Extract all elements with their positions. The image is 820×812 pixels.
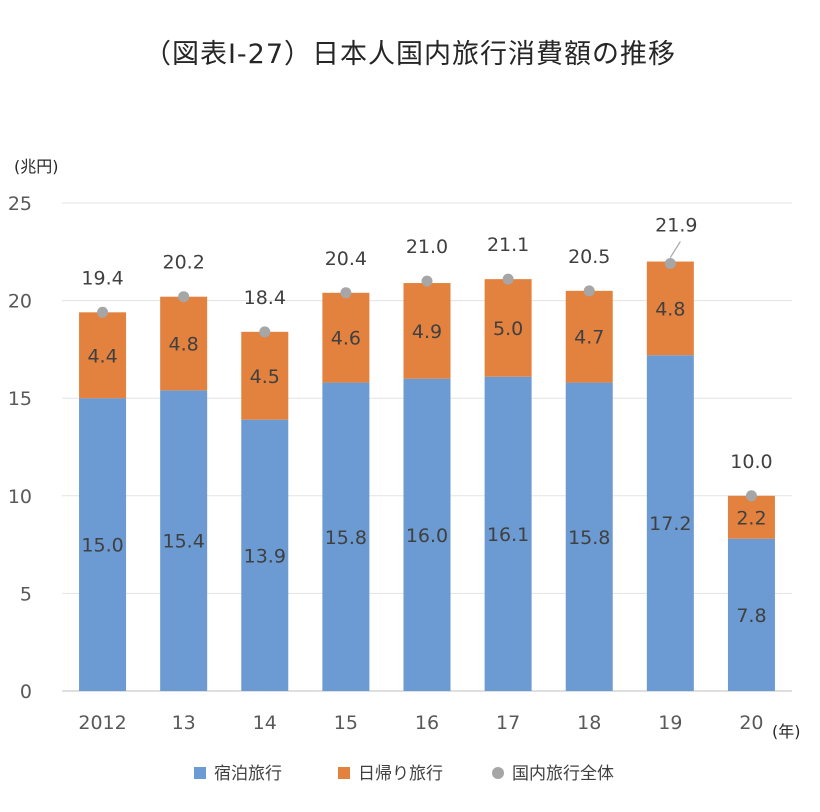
- legend-swatch: [194, 767, 206, 779]
- x-tick-label: 19: [658, 712, 682, 734]
- data-label-daytrip: 4.9: [412, 321, 442, 343]
- data-label-total: 18.4: [244, 287, 286, 309]
- data-label-daytrip: 5.0: [493, 318, 523, 340]
- data-label-stay: 15.8: [568, 527, 610, 549]
- bar-segment-stay: [241, 419, 289, 691]
- data-label-daytrip: 4.5: [250, 366, 280, 388]
- bar-segment-stay: [484, 376, 532, 691]
- total-marker: [745, 490, 757, 502]
- x-tick-label: 15: [334, 712, 358, 734]
- data-label-total: 10.0: [730, 451, 772, 473]
- bar-segment-daytrip: [79, 312, 127, 399]
- x-tick-label: 2012: [78, 712, 126, 734]
- bar-segment-daytrip: [727, 495, 775, 539]
- data-label-stay: 15.8: [325, 527, 367, 549]
- total-marker: [421, 275, 433, 287]
- data-label-stay: 16.0: [406, 525, 448, 547]
- bar-segment-daytrip: [484, 279, 532, 377]
- bar-segment-daytrip: [646, 261, 694, 356]
- total-marker: [583, 285, 595, 297]
- x-tick-label: 16: [415, 712, 439, 734]
- data-label-daytrip: 4.6: [331, 328, 361, 350]
- legend-label: 日帰り旅行: [358, 764, 443, 784]
- data-label-stay: 15.4: [163, 531, 205, 553]
- total-marker: [502, 273, 514, 285]
- total-marker: [340, 287, 352, 299]
- legend-label: 宿泊旅行: [214, 764, 282, 784]
- bar-segment-stay: [646, 355, 694, 691]
- total-marker: [664, 258, 676, 270]
- chart-title: （図表Ⅰ-27）日本人国内旅行消費額の推移: [143, 39, 677, 70]
- data-label-daytrip: 4.7: [574, 327, 604, 349]
- x-tick-label: 13: [172, 712, 196, 734]
- data-label-total: 20.4: [325, 248, 367, 270]
- bar-segment-stay: [322, 382, 370, 691]
- y-tick-label: 20: [8, 291, 32, 313]
- data-label-daytrip: 4.8: [655, 298, 685, 320]
- data-label-total: 21.1: [487, 234, 529, 256]
- bar-segment-stay: [79, 398, 127, 691]
- data-label-stay: 7.8: [736, 605, 766, 627]
- total-marker: [259, 326, 271, 338]
- data-label-daytrip: 4.4: [87, 345, 117, 367]
- bar-segment-daytrip: [565, 290, 613, 383]
- data-label-stay: 16.1: [487, 524, 529, 546]
- data-label-total: 20.5: [568, 246, 610, 268]
- x-axis-unit: (年): [772, 722, 801, 741]
- data-label-stay: 17.2: [649, 513, 691, 535]
- bar-segment-daytrip: [160, 296, 208, 391]
- x-tick-label: 20: [739, 712, 763, 734]
- x-tick-label: 17: [496, 712, 520, 734]
- data-label-total: 21.9: [655, 215, 697, 237]
- bar-segment-stay: [403, 378, 451, 691]
- y-axis-unit: (兆円): [14, 157, 59, 176]
- x-tick-label: 14: [253, 712, 277, 734]
- data-label-stay: 15.0: [81, 535, 123, 557]
- bar-segment-daytrip: [241, 331, 289, 420]
- y-tick-label: 25: [8, 193, 32, 215]
- data-label-daytrip: 4.8: [169, 334, 199, 356]
- legend-swatch: [338, 767, 350, 779]
- data-label-stay: 13.9: [244, 545, 286, 567]
- y-tick-label: 5: [20, 583, 32, 605]
- legend-label: 国内旅行全体: [512, 764, 614, 784]
- bar-segment-stay: [160, 390, 208, 691]
- y-tick-label: 15: [8, 388, 32, 410]
- y-tick-label: 10: [8, 486, 32, 508]
- total-marker: [178, 291, 190, 303]
- legend-marker: [492, 767, 504, 779]
- data-label-total: 19.4: [81, 267, 123, 289]
- total-leader-line: [669, 241, 681, 258]
- data-label-total: 21.0: [406, 236, 448, 258]
- bar-segment-daytrip: [322, 292, 370, 383]
- total-marker: [97, 306, 109, 318]
- bar-segment-stay: [565, 382, 613, 691]
- bar-segment-stay: [727, 538, 775, 691]
- data-label-total: 20.2: [163, 252, 205, 274]
- x-tick-label: 18: [577, 712, 601, 734]
- data-label-daytrip: 2.2: [736, 507, 766, 529]
- y-tick-label: 0: [20, 681, 32, 703]
- bar-segment-daytrip: [403, 283, 451, 379]
